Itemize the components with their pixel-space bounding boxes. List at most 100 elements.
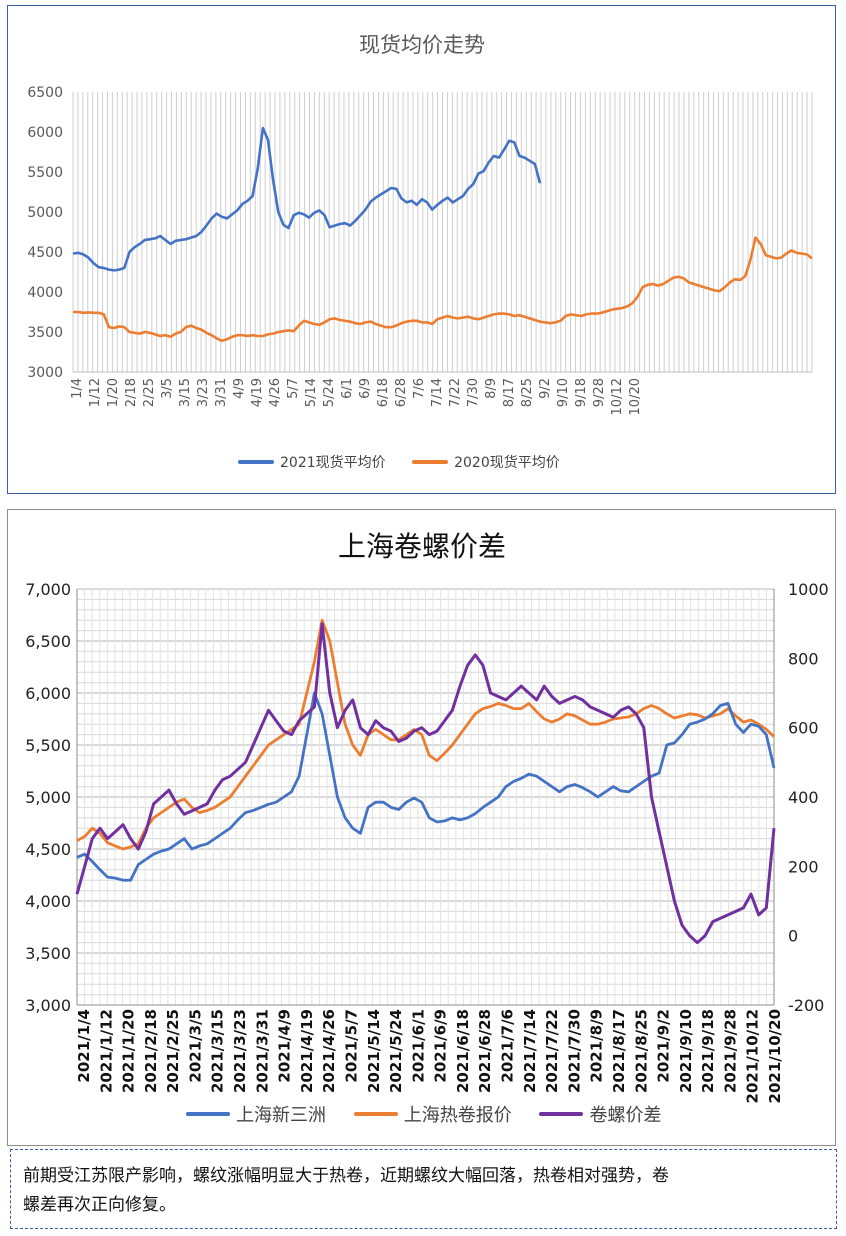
chart2-x-tick-label: 2021/2/25	[164, 1009, 182, 1093]
chart2-y2-tick-label: 800	[788, 649, 819, 668]
legend-item-hotcoil: 上海热卷报价	[353, 1101, 512, 1127]
chart1-title: 现货均价走势	[359, 33, 485, 57]
chart1-x-tick-label: 8/25	[520, 378, 535, 407]
chart1-x-tick-label: 6/1	[340, 378, 355, 399]
legend-swatch-2021	[238, 460, 274, 464]
chart1-x-tick-label: 4/26	[268, 378, 283, 407]
chart2-legend: 上海新三洲 上海热卷报价 卷螺价差	[186, 1100, 683, 1127]
legend-item-2021: 2021现货平均价	[238, 452, 386, 472]
chart1-y-tick-label: 4500	[27, 245, 63, 261]
chart2-x-tick-label: 2021/7/30	[565, 1009, 583, 1093]
chart1-x-tick-label: 1/20	[106, 378, 121, 407]
chart2-x-tick-label: 2021/9/10	[677, 1009, 695, 1093]
legend-swatch-2020	[412, 460, 449, 464]
chart2-y2-tick-label: 1000	[788, 580, 829, 599]
chart1-x-tick-label: 7/22	[448, 378, 463, 407]
chart1-x-tick-label: 7/6	[412, 378, 427, 399]
chart1-x-tick-label: 4/9	[232, 378, 247, 399]
chart2-y-tick-label: 3,500	[25, 944, 71, 963]
chart2-x-tick-label: 2021/6/9	[432, 1009, 450, 1083]
chart1-x-tick-label: 7/30	[466, 378, 481, 407]
series-line-2021	[72, 126, 542, 272]
chart1-x-tick-label: 1/12	[88, 378, 103, 407]
legend-item-xinsanzhou: 上海新三洲	[186, 1101, 326, 1127]
chart1-x-tick-label: 7/14	[430, 378, 445, 407]
series-line-xinsanzhou	[76, 691, 776, 882]
legend-swatch-hotcoil	[353, 1112, 398, 1116]
chart1-y-tick-label: 5000	[27, 205, 63, 221]
chart2-canvas: 上海卷螺价差 3,000 3,500 4,000 4,500 5,000 5,500 6,00…	[25, 530, 829, 1103]
chart1-y-tick-label: 3500	[27, 325, 63, 341]
chart2-x-tick-label: 2021/3/31	[253, 1009, 271, 1093]
chart-spot-average-price: 现货均价走势 3000 3500 4000 4500 5000 5500 6000 6500 1/…	[7, 5, 836, 494]
chart1-legend: 2021现货平均价 2020现货平均价	[238, 452, 582, 472]
chart1-x-tick-label: 9/2	[538, 378, 553, 399]
chart1-x-tick-label: 5/14	[304, 378, 319, 407]
chart2-x-tick-label: 2021/9/2	[655, 1009, 673, 1083]
series-line-spread	[75, 622, 776, 945]
chart2-y-tick-label: 3,000	[25, 996, 71, 1015]
chart2-y2-tick-label: 0	[788, 927, 798, 946]
legend-item-2020: 2020现货平均价	[412, 452, 560, 472]
chart-shanghai-coil-rebar-spread: 上海卷螺价差 3,000 3,500 4,000 4,500 5,000 5,500 6,00…	[7, 509, 836, 1146]
legend-swatch-xinsanzhou	[186, 1112, 230, 1116]
chart1-x-tick-label: 8/9	[484, 378, 499, 399]
chart2-x-tick-label: 2021/6/28	[476, 1009, 494, 1093]
chart2-x-tick-label: 2021/8/17	[610, 1009, 628, 1093]
chart2-x-tick-label: 2021/7/6	[499, 1009, 517, 1083]
chart2-x-tick-label: 2021/9/28	[721, 1009, 739, 1093]
chart2-x-tick-label: 2021/8/25	[632, 1009, 650, 1093]
chart1-x-tick-label: 9/10	[556, 378, 571, 407]
chart2-y-tick-label: 5,500	[25, 736, 71, 755]
chart1-x-tick-label: 8/17	[502, 378, 517, 407]
chart2-y-tick-label: 6,000	[25, 684, 71, 703]
chart1-x-tick-label: 6/9	[358, 378, 373, 399]
chart2-y2-tick-label: -200	[788, 996, 824, 1015]
chart1-y-tick-label: 3000	[27, 365, 63, 381]
chart1-x-tick-label: 10/20	[628, 378, 643, 415]
chart1-x-tick-label: 5/7	[286, 378, 301, 399]
chart1-x-tick-label: 6/18	[376, 378, 391, 407]
chart2-x-tick-label: 2021/5/7	[342, 1009, 360, 1083]
legend-label-spread: 卷螺价差	[589, 1105, 662, 1126]
chart2-x-tick-label: 2021/6/18	[454, 1009, 472, 1093]
series-line-2020	[73, 236, 813, 343]
series-line-hot-coil	[76, 618, 775, 851]
chart1-x-tick-label: 1/4	[70, 378, 85, 399]
chart2-y2-tick-label: 400	[788, 788, 819, 807]
chart2-x-tick-label: 2021/1/20	[120, 1009, 138, 1093]
legend-label-hotcoil: 上海热卷报价	[403, 1105, 512, 1126]
chart1-x-tick-label: 4/19	[250, 378, 265, 407]
chart1-canvas: 现货均价走势 3000 3500 4000 4500 5000 5500 6000 6500 1/…	[27, 33, 813, 415]
chart2-x-tick-label: 2021/5/14	[365, 1009, 383, 1093]
chart2-x-tick-label: 2021/7/14	[521, 1009, 539, 1093]
commentary-note: 前期受江苏限产影响，螺纹涨幅明显大于热卷，近期螺纹大幅回落，热卷相对强势，卷 螺…	[10, 1149, 837, 1229]
chart1-x-tick-label: 3/5	[160, 378, 175, 399]
chart1-y-tick-label: 4000	[27, 285, 63, 301]
chart1-y-tick-label: 5500	[27, 165, 63, 181]
chart2-y-tick-label: 7,000	[25, 580, 71, 599]
chart2-x-tick-label: 2021/1/4	[75, 1009, 93, 1083]
chart2-x-tick-label: 2021/3/5	[186, 1009, 204, 1083]
chart1-x-tick-label: 2/25	[142, 378, 157, 407]
chart1-x-tick-label: 10/12	[610, 378, 625, 415]
chart2-y-tick-label: 6,500	[25, 632, 71, 651]
chart1-x-tick-label: 6/28	[394, 378, 409, 407]
chart2-x-tick-label: 2021/10/12	[744, 1009, 762, 1103]
chart2-x-tick-label: 2021/4/19	[298, 1009, 316, 1093]
chart1-x-tick-label: 9/18	[574, 378, 589, 407]
chart2-x-tick-label: 2021/4/26	[320, 1009, 338, 1093]
chart2-y-tick-label: 4,000	[25, 892, 71, 911]
chart2-x-tick-label: 2021/7/22	[543, 1009, 561, 1093]
chart2-x-tick-label: 2021/1/12	[97, 1009, 115, 1093]
chart2-y-tick-label: 4,500	[25, 840, 71, 859]
chart2-x-tick-label: 2021/4/9	[276, 1009, 294, 1083]
chart1-x-tick-label: 9/28	[592, 378, 607, 407]
chart1-x-tick-label: 3/23	[196, 378, 211, 407]
chart1-x-tick-label: 2/18	[124, 378, 139, 407]
chart2-x-tick-label: 2021/8/9	[588, 1009, 606, 1083]
legend-item-spread: 卷螺价差	[539, 1101, 661, 1127]
chart1-y-tick-label: 6000	[27, 125, 63, 141]
chart2-y-tick-label: 5,000	[25, 788, 71, 807]
chart1-y-tick-label: 6500	[27, 85, 63, 101]
